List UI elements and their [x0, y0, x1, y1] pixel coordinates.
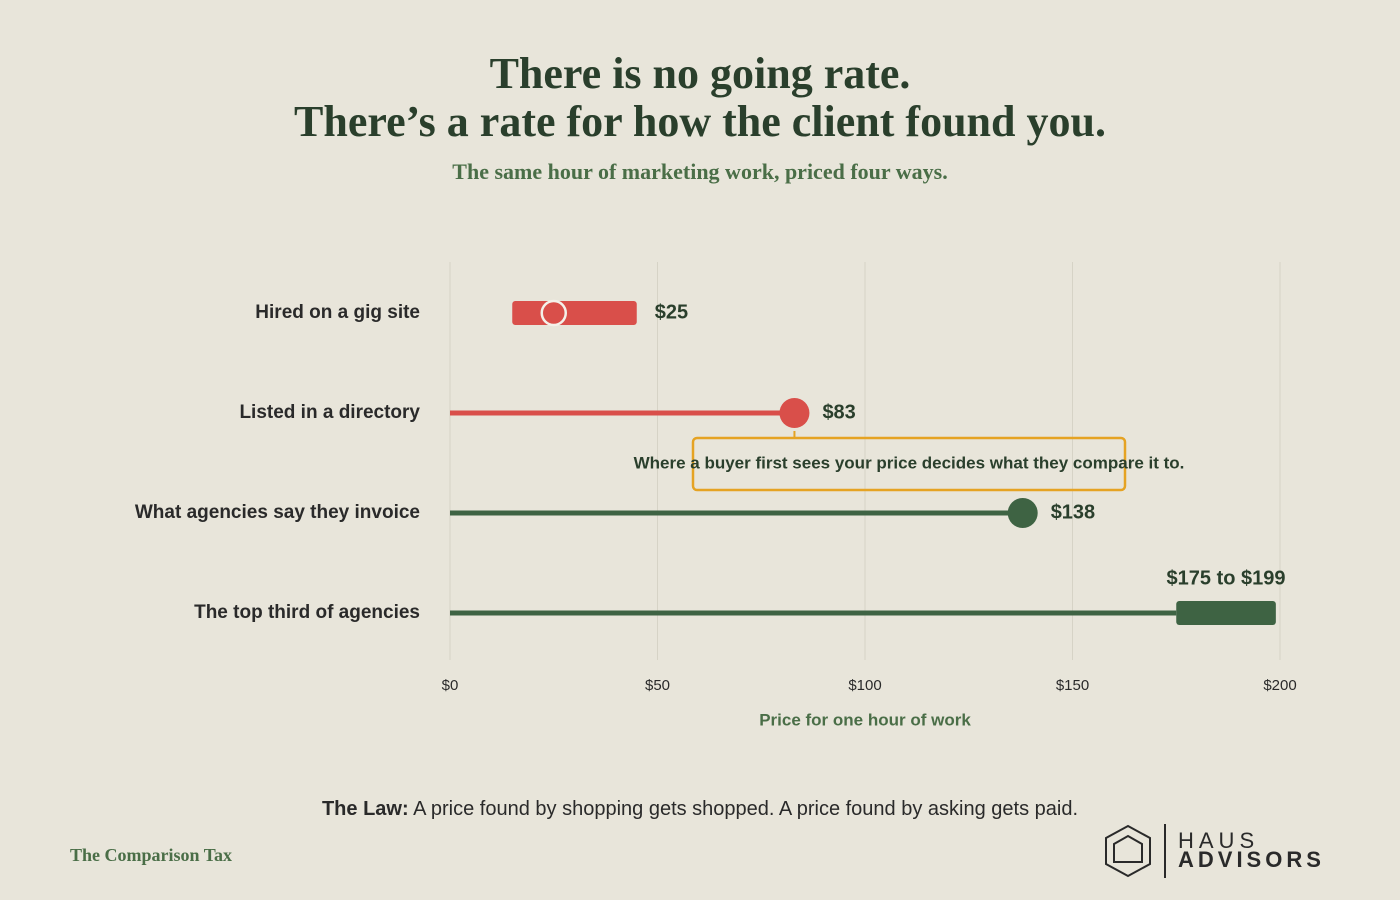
- x-tick-label: $0: [442, 677, 459, 694]
- range-bar: [1176, 601, 1276, 625]
- dot: [1007, 498, 1038, 528]
- annotation-box: [691, 436, 1127, 492]
- brand-line: HAUS: [1178, 828, 1259, 853]
- x-axis-label: Price for one hour of work: [759, 710, 971, 729]
- logo: [1105, 824, 1166, 878]
- x-tick-label: $100: [848, 677, 881, 694]
- x-tick-label: $200: [1263, 677, 1296, 694]
- y-tick-label: The top third of agencies: [194, 602, 420, 623]
- y-tick-label: Hired on a gig site: [255, 302, 420, 323]
- law: The Law: A price found by shopping gets …: [322, 798, 1078, 820]
- brand-line: ADVISORS: [1178, 847, 1325, 872]
- series-name: The Comparison Tax: [70, 845, 232, 865]
- law-text: A price found by shopping gets shopped. …: [413, 798, 1078, 820]
- title-line: There is no going rate.: [490, 49, 911, 98]
- annotation: Where a buyer first sees your price deci…: [634, 453, 1185, 472]
- range-bar: [512, 301, 637, 325]
- range-label: $175 to $199: [1167, 567, 1286, 589]
- value-label: $138: [1051, 501, 1096, 523]
- value-label: $25: [655, 301, 688, 323]
- logo-house: [1113, 834, 1143, 863]
- value-label: $83: [822, 401, 855, 423]
- x-tick-label: $50: [645, 677, 670, 694]
- law-label: The Law:: [322, 798, 409, 820]
- y-tick-label: What agencies say they invoice: [135, 502, 420, 523]
- dot: [540, 299, 567, 327]
- dot: [779, 398, 810, 428]
- y-tick-label: Listed in a directory: [239, 402, 420, 423]
- title-line: There’s a rate for how the client found …: [294, 97, 1106, 146]
- subtitle: The same hour of marketing work, priced …: [452, 159, 947, 184]
- x-tick-label: $150: [1056, 677, 1089, 694]
- logo-hexagon: [1105, 824, 1151, 878]
